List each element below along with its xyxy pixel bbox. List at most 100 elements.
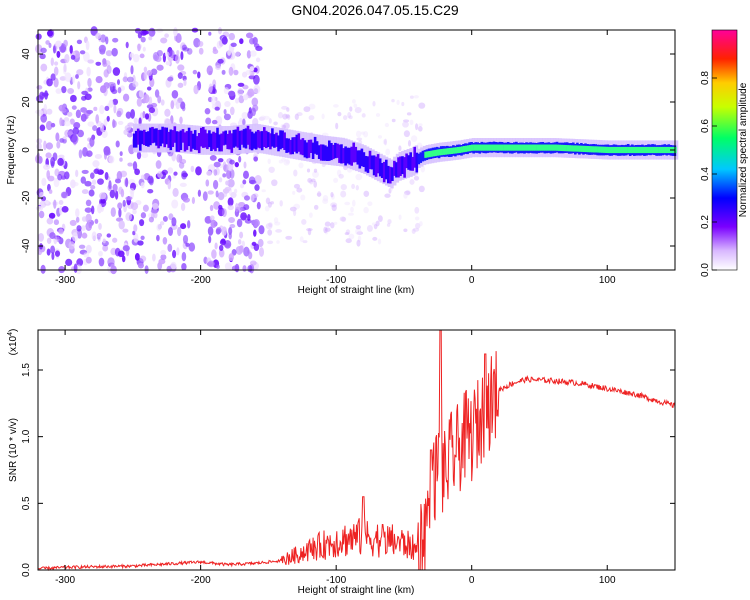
spectrogram-cell bbox=[65, 258, 73, 267]
spectrogram-cell bbox=[70, 94, 77, 103]
spectrogram-cell bbox=[35, 205, 44, 211]
spectrogram-cell bbox=[208, 83, 213, 93]
spectrogram-cell bbox=[276, 240, 280, 244]
spectrogram-cell bbox=[260, 115, 266, 120]
spectrogram-cell bbox=[81, 189, 89, 195]
spectrogram-ridge-strong bbox=[495, 144, 498, 151]
spectrogram-cell bbox=[317, 190, 322, 198]
spectrogram-cell bbox=[377, 238, 382, 245]
spectrogram-cell bbox=[419, 221, 423, 227]
spectrogram-cell bbox=[97, 203, 103, 214]
spectrogram-ridge-core bbox=[289, 139, 292, 155]
spectrogram-cell bbox=[63, 63, 67, 73]
spectrogram-cell bbox=[147, 175, 154, 184]
spectrogram-ridge-core bbox=[391, 167, 394, 181]
spectrogram-ridge-strong bbox=[605, 146, 608, 153]
spectrogram-cell bbox=[61, 205, 69, 213]
spectrogram-cell bbox=[398, 145, 402, 152]
spectrogram-cell bbox=[130, 65, 134, 75]
spectrogram-ridge-core bbox=[244, 128, 248, 149]
spectrogram-ridge-strong bbox=[554, 144, 557, 151]
spectrogram-cell bbox=[296, 112, 303, 117]
spectrogram-cell bbox=[248, 251, 253, 260]
spectrogram-ridge-strong bbox=[635, 146, 639, 154]
spectrogram-cell bbox=[274, 221, 281, 226]
spectrogram-ridge-strong bbox=[424, 151, 427, 158]
spectrogram-cell bbox=[247, 88, 255, 97]
spectrogram-cell bbox=[87, 77, 92, 88]
spectrogram-ridge-strong bbox=[629, 146, 632, 154]
spectrogram-ridge-core bbox=[376, 154, 380, 174]
spectrogram-ridge-core bbox=[277, 135, 280, 152]
spectrogram-cell bbox=[214, 242, 218, 250]
spectrogram-cell bbox=[102, 58, 107, 65]
spectrogram-cell bbox=[84, 93, 92, 101]
spectrogram-cell bbox=[253, 67, 258, 73]
spectrogram-cell bbox=[91, 179, 97, 185]
spectrogram-cell bbox=[148, 27, 156, 37]
spectrogram-y-tick-label: 40 bbox=[21, 48, 32, 60]
spectrogram-cell bbox=[55, 40, 62, 48]
spectrogram-cell bbox=[112, 237, 118, 243]
spectrogram-ridge-core bbox=[230, 133, 234, 153]
spectrogram-cell bbox=[237, 239, 242, 245]
spectrogram-cell bbox=[307, 228, 312, 236]
spectrogram-cell bbox=[330, 222, 335, 229]
spectrogram-cell bbox=[223, 108, 227, 115]
spectrogram-cell bbox=[206, 65, 213, 76]
spectrogram-cell bbox=[309, 212, 313, 218]
spectrogram-cell bbox=[222, 173, 227, 178]
spectrogram-cell bbox=[313, 180, 318, 188]
spectrogram-cell bbox=[212, 46, 217, 52]
spectrogram-cell bbox=[38, 210, 45, 219]
spectrogram-cell bbox=[335, 122, 339, 130]
spectrogram-ridge-strong bbox=[576, 145, 580, 152]
spectrogram-y-tick-label: 0 bbox=[21, 147, 32, 153]
spectrogram-cell bbox=[213, 179, 219, 190]
spectrogram-cell bbox=[243, 170, 249, 180]
spectrogram-cell bbox=[407, 139, 412, 147]
spectrogram-ridge-strong bbox=[460, 146, 464, 153]
spectrogram-cell bbox=[221, 36, 228, 45]
spectrogram-cell bbox=[249, 66, 255, 72]
spectrogram-cell bbox=[251, 107, 256, 117]
spectrogram-cell bbox=[375, 113, 381, 117]
spectrogram-cell bbox=[343, 115, 348, 121]
spectrogram-cell bbox=[125, 212, 133, 222]
spectrogram-cell bbox=[283, 159, 290, 166]
snr-exponent-power: 4 bbox=[7, 332, 14, 336]
spectrogram-cell bbox=[130, 108, 135, 119]
spectrogram-cell bbox=[403, 228, 408, 233]
spectrogram-cell bbox=[191, 196, 195, 205]
spectrogram-cell bbox=[89, 137, 95, 147]
spectrogram-cell bbox=[243, 195, 251, 201]
spectrogram-cell bbox=[172, 249, 177, 259]
spectrogram-cell bbox=[215, 65, 221, 70]
spectrogram-ridge-strong bbox=[538, 144, 541, 151]
spectrogram-x-label: Height of straight line (km) bbox=[298, 285, 415, 296]
spectrogram-cell bbox=[182, 47, 190, 52]
spectrogram-cell bbox=[211, 95, 217, 106]
spectrogram-ridge-core bbox=[348, 147, 351, 165]
spectrogram-cell bbox=[116, 110, 122, 118]
spectrogram-cell bbox=[258, 225, 265, 235]
spectrogram-cell bbox=[50, 73, 56, 81]
spectrogram-cell bbox=[143, 66, 148, 73]
spectrogram-cell bbox=[221, 226, 227, 236]
spectrogram-cell bbox=[40, 113, 48, 123]
spectrogram-cell bbox=[227, 178, 235, 188]
colorbar-label: Normalized spectral amplitude bbox=[738, 82, 749, 217]
spectrogram-ridge-core bbox=[175, 131, 179, 152]
spectrogram-cell bbox=[340, 184, 347, 191]
spectrogram-cell bbox=[409, 179, 415, 185]
spectrogram-ridge-strong bbox=[599, 146, 602, 153]
spectrogram-cell bbox=[99, 85, 107, 94]
spectrogram-cell bbox=[217, 27, 223, 35]
spectrogram-cell bbox=[47, 175, 55, 182]
spectrogram-cell bbox=[215, 190, 219, 198]
spectrogram-cell bbox=[67, 87, 75, 95]
spectrogram-ridge-strong bbox=[515, 144, 519, 151]
spectrogram-cell bbox=[176, 49, 180, 56]
spectrogram-cell bbox=[225, 180, 230, 186]
spectrogram-cell bbox=[179, 116, 183, 125]
